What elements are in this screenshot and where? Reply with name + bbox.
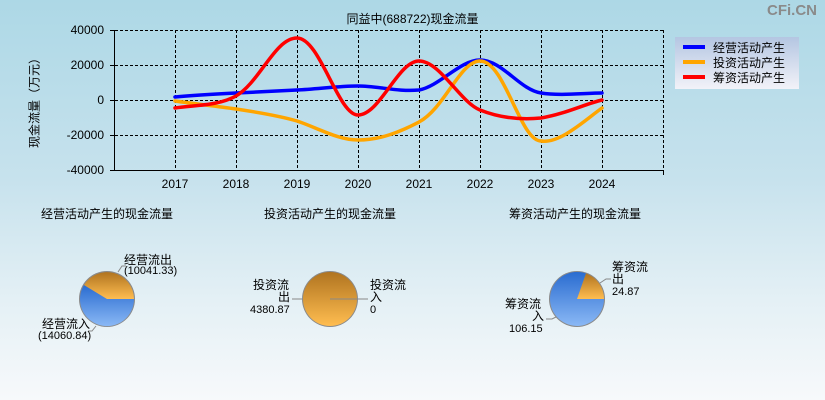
x-tick: 2023 xyxy=(527,177,555,191)
legend-swatch-orange xyxy=(683,60,705,64)
legend-swatch-red xyxy=(683,75,705,79)
pie-label-fin-in-2: 入 xyxy=(532,309,545,323)
y-tick: -40000 xyxy=(66,163,104,177)
x-tick: 2019 xyxy=(283,177,311,191)
pie-investing xyxy=(292,271,368,327)
y-tick: -20000 xyxy=(66,128,104,142)
pie-label-fin-out-2: 出 xyxy=(612,272,625,286)
pie-financing xyxy=(546,271,611,327)
x-tick: 2024 xyxy=(588,177,616,191)
pie-value-inv-out: 4380.87 xyxy=(250,304,290,316)
pie-value-fin-out: 24.87 xyxy=(612,286,640,298)
axes xyxy=(110,30,664,175)
pie-value-fin-in: 106.15 xyxy=(509,323,543,335)
grid-lines xyxy=(115,30,664,170)
series-financing-line xyxy=(173,36,604,121)
chart-title: 同益中(688722)现金流量 xyxy=(346,12,479,26)
x-tick: 2020 xyxy=(344,177,372,191)
pie-label-inv-out-2: 出 xyxy=(278,290,291,304)
legend-label: 投资活动产生 xyxy=(713,55,786,70)
series-investing-line xyxy=(173,59,604,143)
x-tick: 2017 xyxy=(161,177,189,191)
pie-label-fin-out: 筹资流 xyxy=(612,260,649,274)
legend-label: 筹资活动产生 xyxy=(713,70,786,85)
legend-item-financing[interactable]: 筹资活动产生 xyxy=(683,70,786,85)
pie-label-op-in: 经营流入 xyxy=(42,317,91,331)
legend-item-investing[interactable]: 投资活动产生 xyxy=(683,55,786,70)
x-tick: 2021 xyxy=(405,177,433,191)
pie-label-inv-out: 投资流 xyxy=(253,278,290,292)
legend-label: 经营活动产生 xyxy=(713,40,786,55)
pie-operating xyxy=(79,265,135,332)
pie-label-fin-in: 筹资流 xyxy=(505,297,542,311)
y-tick: 40000 xyxy=(70,23,104,37)
pie-label-op-out: 经营流出 xyxy=(124,253,173,267)
chart-legend: 经营活动产生 投资活动产生 筹资活动产生 xyxy=(675,37,799,89)
legend-swatch-blue xyxy=(683,45,705,49)
legend-item-operating[interactable]: 经营活动产生 xyxy=(683,40,786,55)
pie-title-financing: 筹资活动产生的现金流量 xyxy=(508,207,641,221)
pie-label-inv-in: 投资流 xyxy=(370,278,407,292)
brand-logo: CFi.CN xyxy=(767,2,817,19)
x-tick: 2022 xyxy=(466,177,494,191)
pie-title-operating: 经营活动产生的现金流量 xyxy=(40,207,173,221)
x-tick: 2018 xyxy=(222,177,250,191)
pie-value-inv-in: 0 xyxy=(370,304,377,316)
y-tick: 0 xyxy=(97,93,104,107)
pie-value-op-out: (10041.33) xyxy=(124,265,178,277)
y-tick: 20000 xyxy=(70,58,104,72)
pie-value-op-in: (14060.84) xyxy=(38,330,92,342)
pie-title-investing: 投资活动产生的现金流量 xyxy=(263,207,396,221)
pie-label-inv-in-2: 入 xyxy=(370,290,383,304)
